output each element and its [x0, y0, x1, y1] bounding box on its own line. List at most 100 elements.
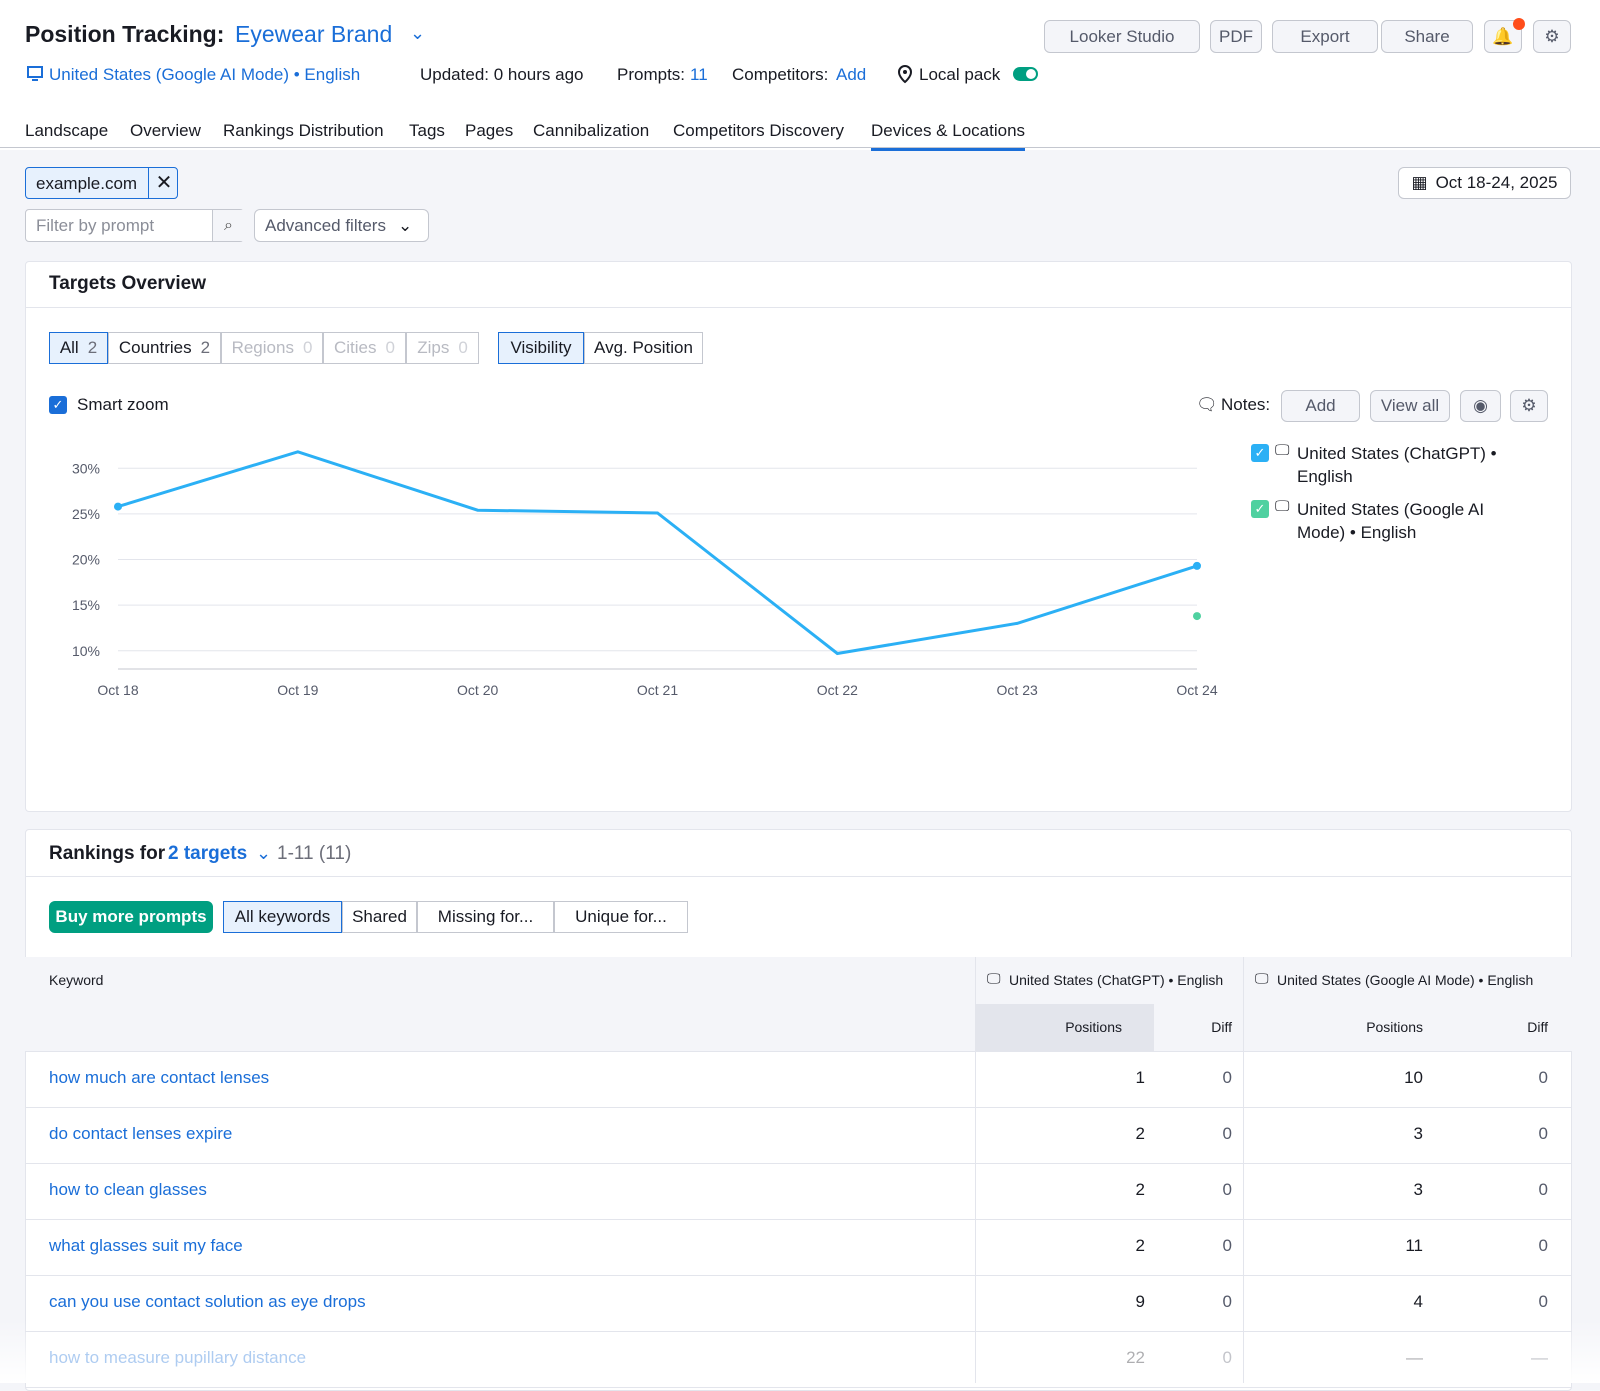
cell: 2	[1135, 1236, 1145, 1255]
keyword-link[interactable]: how much are contact lenses	[49, 1068, 270, 1087]
ranking-filter[interactable]: All keywords	[223, 901, 342, 933]
notes-button[interactable]: View all	[1370, 390, 1450, 422]
segment-count: 2	[87, 338, 98, 357]
rankings-range: 1-11 (11)	[277, 843, 352, 864]
row-border	[25, 1275, 1572, 1276]
toolbar-button[interactable]: Share	[1381, 20, 1473, 53]
cell: 2	[1135, 1124, 1145, 1143]
divider	[25, 307, 1572, 308]
notes-label: Notes:	[1221, 395, 1271, 414]
ranking-filter[interactable]: Shared	[342, 901, 417, 933]
row-border	[25, 1107, 1572, 1108]
toolbar-button[interactable]: Looker Studio	[1044, 20, 1200, 53]
group-header: United States (ChatGPT) • English	[1009, 972, 1224, 988]
tab[interactable]: Tags	[409, 121, 445, 140]
tab[interactable]: Competitors Discovery	[673, 121, 844, 140]
tab[interactable]: Overview	[130, 121, 201, 140]
settings[interactable]: ⚙	[1533, 20, 1571, 53]
prompts-label: Prompts:	[617, 65, 686, 84]
segment[interactable]: Countries 2	[108, 332, 221, 364]
segment[interactable]: Regions 0	[221, 332, 323, 364]
ranking-filter[interactable]: Unique for...	[554, 901, 688, 933]
tab[interactable]: Pages	[465, 121, 514, 140]
segment-count: 0	[302, 338, 313, 357]
project-name[interactable]: Eyewear Brand	[235, 21, 393, 47]
row-border	[25, 1387, 1572, 1388]
prompts-value[interactable]: 11	[690, 65, 708, 84]
legend-checkbox[interactable]: ✓	[1251, 500, 1269, 518]
keyword-link[interactable]: how to clean glasses	[49, 1180, 207, 1199]
column-header: Diff	[1527, 1019, 1548, 1035]
cell: 3	[1413, 1180, 1423, 1199]
tab[interactable]: Devices & Locations	[871, 121, 1026, 151]
updated: Updated: 0 hours ago	[420, 65, 584, 84]
group-header: United States (Google AI Mode) • English	[1277, 972, 1534, 988]
search-button[interactable]: ⌕	[212, 210, 244, 241]
metric[interactable]: Visibility	[498, 332, 584, 364]
cell: 9	[1135, 1292, 1145, 1311]
cell: 11	[1405, 1236, 1423, 1255]
cell: 0	[1538, 1124, 1548, 1143]
tab[interactable]: Landscape	[25, 121, 109, 140]
metric[interactable]: Avg. Position	[584, 332, 703, 364]
cell: 0	[1222, 1348, 1232, 1367]
cell: 0	[1222, 1292, 1232, 1311]
segment-count: 0	[458, 338, 468, 357]
legend-checkbox[interactable]: ✓	[1251, 444, 1269, 462]
notes-button[interactable]: Add	[1281, 390, 1360, 422]
legend-label: United States (ChatGPT) • English	[1297, 444, 1497, 486]
column-divider	[1243, 957, 1244, 1383]
competitors-add[interactable]: Add	[836, 65, 867, 84]
column-divider	[975, 957, 976, 1383]
segment[interactable]: Cities 0	[323, 332, 406, 364]
column-header: Positions	[1065, 1019, 1122, 1035]
cell: 0	[1222, 1124, 1232, 1143]
segment[interactable]: All 2	[49, 332, 108, 364]
ranking-filter[interactable]: Missing for...	[417, 901, 554, 933]
cell: 3	[1413, 1124, 1423, 1143]
smart-zoom-label: Smart zoom	[77, 395, 169, 414]
cell: 0	[1222, 1180, 1232, 1199]
local-pack-label: Local pack	[919, 65, 1001, 84]
toolbar-button[interactable]: Export	[1272, 20, 1378, 53]
page-title: Position Tracking:	[25, 21, 225, 47]
row-border	[25, 1219, 1572, 1220]
local-pack-toggle[interactable]	[1013, 67, 1038, 81]
location-select[interactable]: United States (Google AI Mode) • English	[49, 65, 361, 84]
keyword-link[interactable]: can you use contact solution as eye drop…	[49, 1292, 366, 1311]
cell: 2	[1135, 1180, 1145, 1199]
rankings-title: Rankings for	[49, 843, 166, 864]
legend-icon: 🖵	[1275, 442, 1290, 459]
tabs-border	[0, 147, 1600, 148]
group-icon: 🖵	[987, 970, 1001, 986]
toggle-notes[interactable]: ◉	[1460, 390, 1501, 422]
targets-link[interactable]: 2 targets	[168, 843, 248, 864]
keyword-link[interactable]: how to measure pupillary distance	[49, 1348, 307, 1367]
table-header	[25, 957, 1572, 1052]
fade	[0, 1320, 1600, 1383]
domain: example.com	[36, 174, 138, 193]
keyword-link[interactable]: do contact lenses expire	[49, 1124, 233, 1143]
chart-settings[interactable]: ⚙	[1510, 390, 1548, 422]
tab[interactable]: Rankings Distribution	[223, 121, 384, 140]
advanced-filters[interactable]: Advanced filters ⌄	[254, 209, 429, 242]
cell: 22	[1126, 1348, 1145, 1367]
targets-caret[interactable]: ⌄	[256, 843, 272, 863]
buy-prompts[interactable]: Buy more prompts	[49, 901, 213, 933]
date-text: Oct 18-24, 2025	[1435, 173, 1558, 192]
remove-domain[interactable]: ✕	[148, 168, 179, 198]
date-range[interactable]: ▦ Oct 18-24, 2025	[1398, 167, 1571, 199]
search[interactable]: Filter by prompt ⌕	[25, 209, 244, 242]
segment-label: Cities	[334, 338, 377, 357]
legend-icon: 🖵	[1275, 498, 1290, 515]
group-icon: 🖵	[1255, 970, 1269, 986]
keyword-link[interactable]: what glasses suit my face	[49, 1236, 243, 1255]
tab[interactable]: Cannibalization	[533, 121, 650, 140]
cell: —	[1406, 1348, 1423, 1367]
project-caret[interactable]: ⌄	[410, 23, 426, 43]
toolbar-button[interactable]: PDF	[1210, 20, 1262, 53]
segment[interactable]: Zips 0	[406, 332, 479, 364]
smart-zoom-checkbox[interactable]: ✓	[49, 396, 67, 414]
legend-label: United States (Google AI Mode) • English	[1297, 500, 1485, 542]
